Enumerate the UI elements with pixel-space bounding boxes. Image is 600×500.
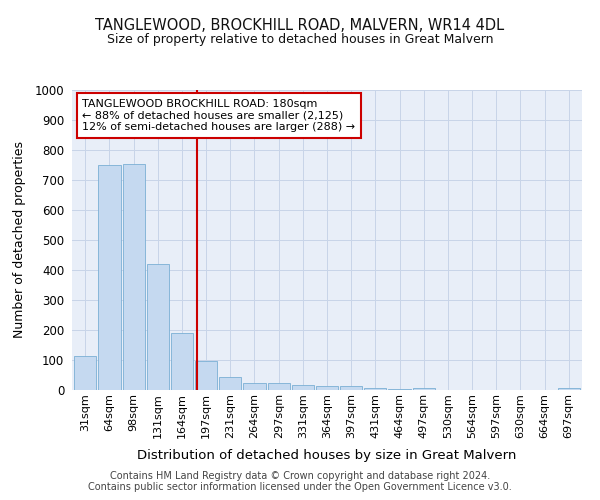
- Bar: [292, 384, 314, 390]
- Bar: [316, 386, 338, 390]
- Bar: [413, 388, 435, 390]
- Text: Size of property relative to detached houses in Great Malvern: Size of property relative to detached ho…: [107, 32, 493, 46]
- Bar: [74, 356, 97, 390]
- Bar: [98, 165, 121, 390]
- Bar: [146, 264, 169, 390]
- Text: Contains public sector information licensed under the Open Government Licence v3: Contains public sector information licen…: [88, 482, 512, 492]
- Bar: [195, 361, 217, 390]
- Bar: [340, 386, 362, 390]
- Text: Contains HM Land Registry data © Crown copyright and database right 2024.: Contains HM Land Registry data © Crown c…: [110, 471, 490, 481]
- Text: TANGLEWOOD, BROCKHILL ROAD, MALVERN, WR14 4DL: TANGLEWOOD, BROCKHILL ROAD, MALVERN, WR1…: [95, 18, 505, 32]
- Text: TANGLEWOOD BROCKHILL ROAD: 180sqm
← 88% of detached houses are smaller (2,125)
1: TANGLEWOOD BROCKHILL ROAD: 180sqm ← 88% …: [82, 99, 355, 132]
- Bar: [364, 388, 386, 390]
- Bar: [388, 388, 410, 390]
- X-axis label: Distribution of detached houses by size in Great Malvern: Distribution of detached houses by size …: [137, 449, 517, 462]
- Bar: [122, 164, 145, 390]
- Bar: [557, 388, 580, 390]
- Bar: [171, 333, 193, 390]
- Bar: [219, 376, 241, 390]
- Y-axis label: Number of detached properties: Number of detached properties: [13, 142, 26, 338]
- Bar: [244, 384, 266, 390]
- Bar: [268, 384, 290, 390]
